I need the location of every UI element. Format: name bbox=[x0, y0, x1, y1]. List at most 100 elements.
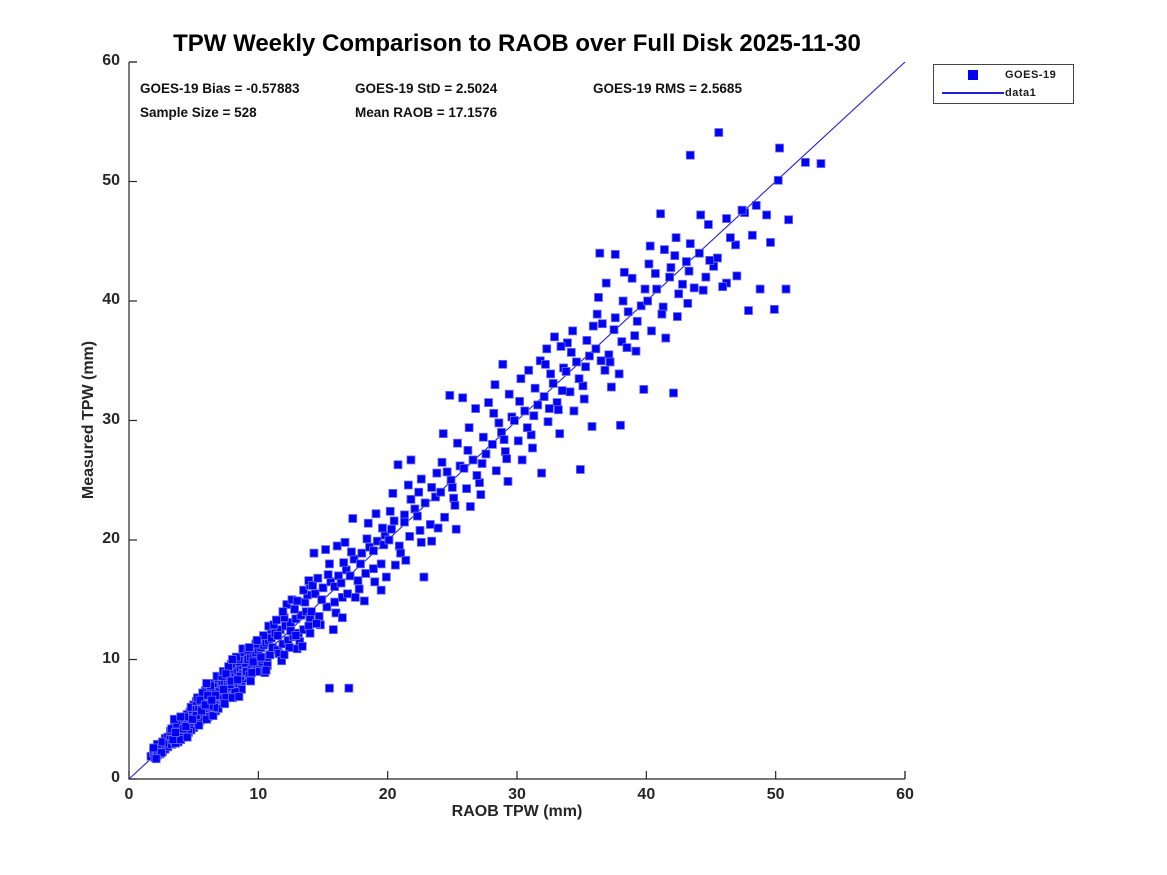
scatter-point bbox=[453, 438, 462, 448]
scatter-point bbox=[609, 325, 619, 335]
scatter-point bbox=[674, 289, 684, 299]
scatter-point bbox=[447, 483, 457, 492]
scatter-point bbox=[362, 534, 372, 544]
scatter-point bbox=[694, 248, 704, 258]
stat-std: GOES-19 StD = 2.5024 bbox=[355, 81, 498, 96]
scatter-point bbox=[328, 625, 338, 635]
scatter-point bbox=[345, 571, 355, 581]
scatter-point bbox=[432, 468, 442, 478]
scatter-point bbox=[406, 494, 416, 504]
scatter-point bbox=[306, 607, 316, 617]
scatter-point bbox=[529, 411, 539, 421]
scatter-point bbox=[384, 535, 394, 545]
scatter-point bbox=[594, 293, 603, 302]
scatter-point bbox=[630, 331, 640, 341]
scatter-point bbox=[566, 347, 576, 357]
scatter-point bbox=[636, 301, 646, 311]
scatter-point bbox=[645, 241, 655, 251]
scatter-point bbox=[259, 631, 268, 640]
scatter-point bbox=[385, 506, 395, 516]
scatter-point bbox=[463, 445, 473, 455]
scatter-point bbox=[669, 388, 678, 398]
scatter-point bbox=[437, 457, 447, 467]
scatter-point bbox=[450, 500, 460, 510]
scatter-point bbox=[665, 272, 675, 282]
scatter-point bbox=[379, 540, 389, 550]
scatter-point bbox=[582, 336, 592, 345]
scatter-point bbox=[438, 429, 448, 439]
scatter-point bbox=[614, 369, 624, 379]
scatter-point bbox=[713, 253, 722, 263]
scatter-point bbox=[433, 523, 443, 533]
scatter-point bbox=[618, 296, 628, 306]
scatter-point bbox=[698, 285, 708, 295]
scatter-point bbox=[233, 675, 243, 685]
scatter-point bbox=[202, 679, 212, 688]
scatter-point bbox=[784, 215, 793, 225]
scatter-point bbox=[378, 523, 387, 533]
scatter-point bbox=[616, 420, 625, 430]
scatter-point bbox=[406, 455, 416, 465]
scatter-point bbox=[652, 284, 662, 294]
scatter-point bbox=[701, 272, 711, 282]
scatter-point bbox=[755, 284, 765, 294]
scatter-point bbox=[332, 541, 342, 551]
scatter-point bbox=[151, 754, 161, 764]
scatter-point bbox=[696, 210, 706, 220]
scatter-point bbox=[477, 459, 487, 468]
scatter-point bbox=[261, 665, 271, 675]
scatter-point bbox=[371, 509, 381, 519]
scatter-point bbox=[442, 467, 452, 477]
scatter-point bbox=[363, 518, 373, 528]
scatter-point bbox=[488, 439, 497, 449]
scatter-point bbox=[572, 357, 581, 367]
y-tick-label: 10 bbox=[102, 649, 120, 667]
scatter-point bbox=[149, 743, 158, 753]
scatter-point bbox=[200, 700, 210, 710]
scatter-point bbox=[773, 175, 783, 185]
scatter-point bbox=[481, 449, 491, 459]
scatter-point bbox=[471, 404, 481, 413]
scatter-point bbox=[718, 282, 728, 292]
scatter-point bbox=[347, 547, 356, 557]
scatter-point bbox=[504, 389, 514, 399]
scatter-point bbox=[413, 511, 422, 521]
legend-item-goes19: GOES-19 bbox=[934, 66, 1073, 83]
scatter-point bbox=[494, 418, 504, 428]
scatter-point bbox=[775, 143, 784, 153]
scatter-point bbox=[622, 343, 632, 353]
scatter-point bbox=[340, 537, 350, 547]
scatter-point bbox=[376, 585, 386, 595]
scatter-point bbox=[348, 514, 358, 523]
scatter-point bbox=[219, 684, 228, 694]
scatter-point bbox=[313, 573, 323, 583]
scatter-point bbox=[575, 465, 585, 474]
scatter-point bbox=[389, 516, 399, 526]
scatter-point bbox=[762, 210, 772, 220]
scatter-point bbox=[644, 259, 654, 269]
x-axis-label: RAOB TPW (mm) bbox=[451, 803, 583, 820]
scatter-point bbox=[530, 383, 540, 393]
scatter-point bbox=[513, 436, 523, 446]
scatter-point bbox=[323, 570, 333, 580]
scatter-point bbox=[704, 220, 713, 229]
scatter-point bbox=[491, 466, 501, 476]
scatter-point bbox=[290, 604, 299, 614]
y-tick-label: 50 bbox=[102, 171, 120, 189]
scatter-point bbox=[522, 423, 532, 433]
scatter-point bbox=[502, 454, 512, 464]
scatter-point bbox=[445, 391, 455, 400]
scatter-point bbox=[516, 374, 526, 384]
scatter-point bbox=[156, 748, 166, 758]
scatter-point bbox=[595, 248, 605, 258]
scatter-point bbox=[597, 319, 607, 329]
scatter-point bbox=[731, 240, 740, 250]
scatter-point bbox=[416, 537, 426, 547]
scatter-point bbox=[639, 385, 649, 394]
scatter-point bbox=[344, 683, 354, 693]
scatter-point bbox=[490, 380, 500, 390]
scatter-point bbox=[557, 386, 567, 396]
scatter-point bbox=[631, 346, 641, 356]
y-tick-label: 40 bbox=[102, 291, 120, 308]
